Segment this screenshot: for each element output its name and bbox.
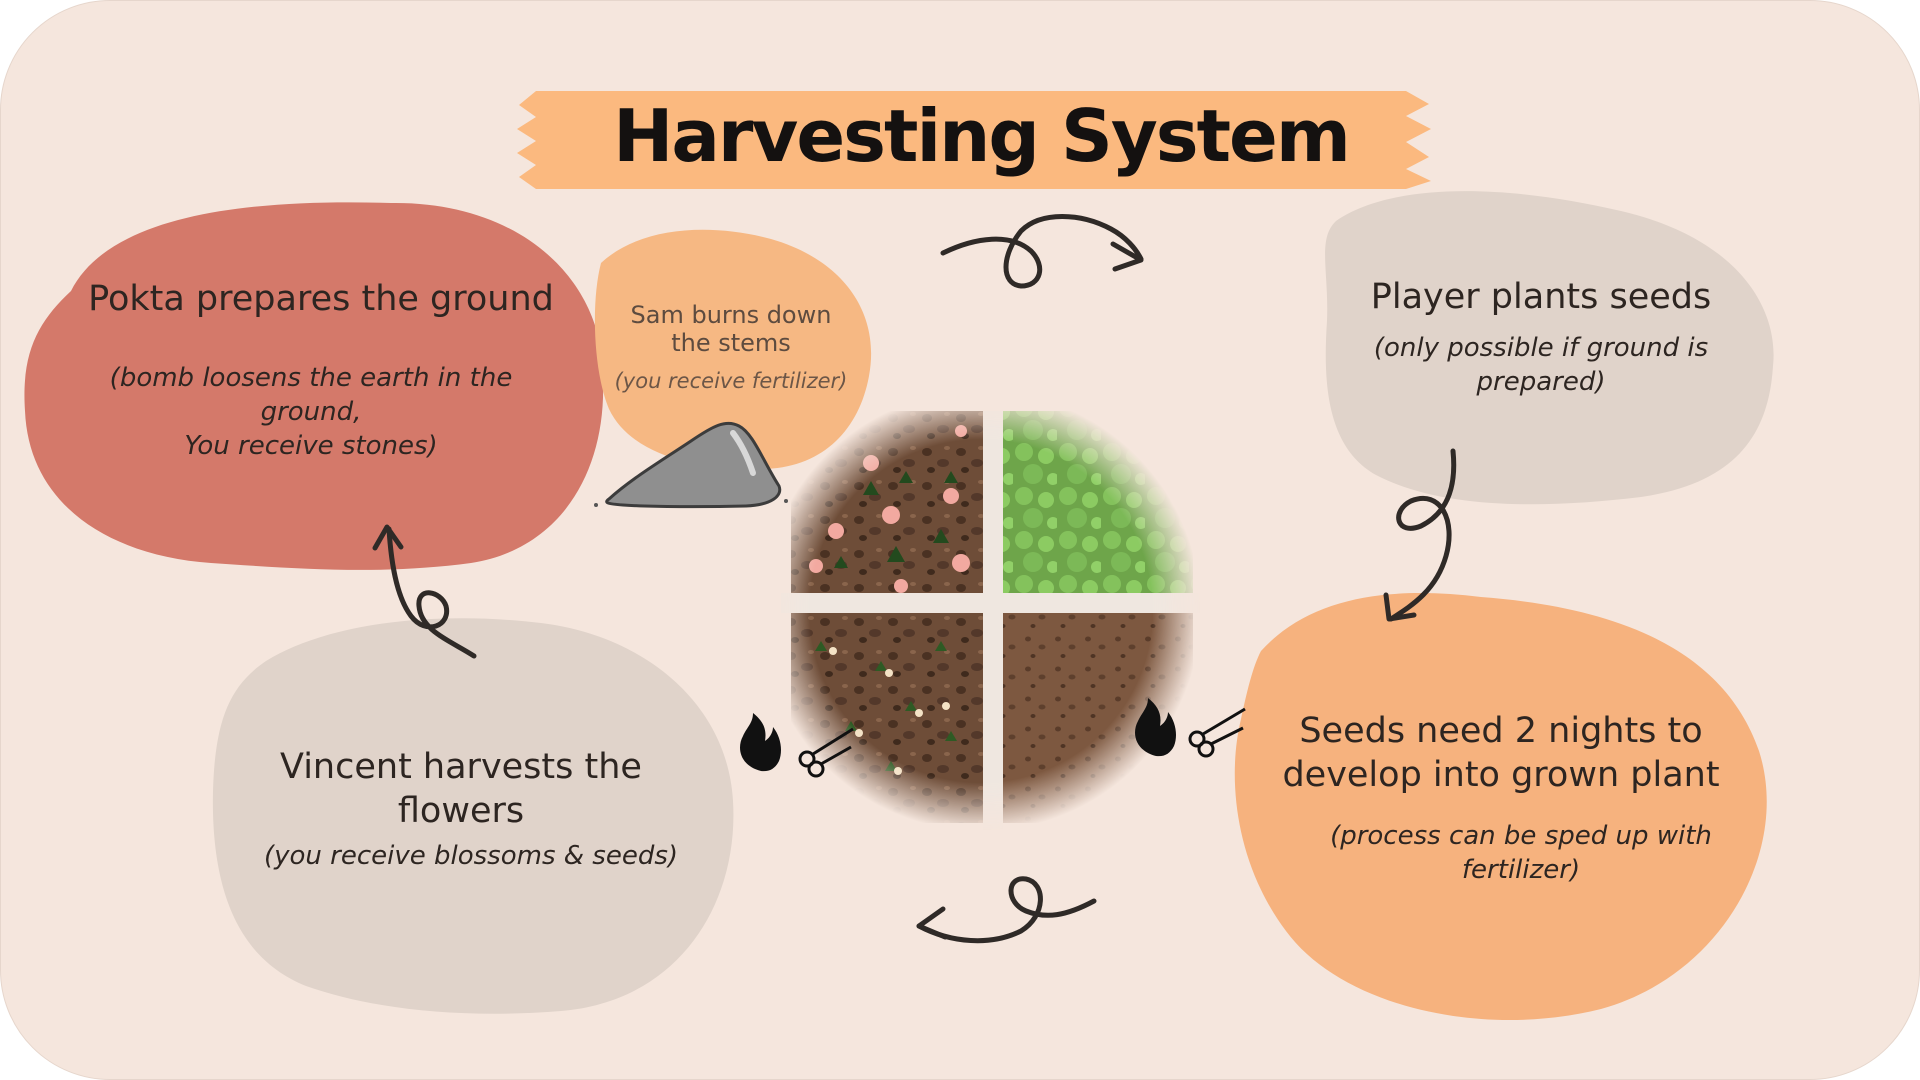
fire-icon-right (1135, 698, 1176, 757)
stone-pile-icon (594, 421, 788, 509)
prepare-note-line-2: ground, (260, 397, 362, 427)
prepare-heading: Pokta prepares the ground (88, 279, 554, 319)
prepare-note: (bomb loosens the earth in the ground, Y… (61, 361, 561, 463)
farm-plot-image (781, 411, 1201, 831)
curly-arrow-icon-top (940, 214, 1144, 289)
title-banner (517, 91, 1431, 189)
burn-note: (you receive fertilizer) (614, 369, 848, 393)
curly-arrow-icon-right (1383, 448, 1457, 622)
prepare-note-line-3: You receive stones) (184, 431, 438, 461)
prepare-blob (24, 202, 604, 570)
grow-blob (1234, 593, 1767, 1021)
grow-note-line-2: fertilizer) (1461, 855, 1581, 885)
grow-heading: Seeds need 2 nights to develop into grow… (1241, 709, 1761, 797)
plant-blob (1325, 191, 1774, 505)
grow-heading-line-1: Seeds need 2 nights to (1299, 711, 1703, 751)
curly-arrow-icon-left (372, 524, 477, 659)
page-title: Harvesting System (613, 94, 1351, 178)
burn-blob (594, 229, 872, 470)
harvest-blob (212, 618, 734, 1014)
harvest-note: (you receive blossoms & seeds) (263, 841, 679, 871)
grow-heading-line-2: develop into grown plant (1282, 755, 1720, 795)
fire-icon-left (740, 713, 781, 772)
harvest-heading-line-1: Vincent harvests the (280, 747, 642, 787)
curly-arrow-icon-bottom (916, 876, 1097, 944)
harvest-heading: Vincent harvests the flowers (241, 745, 681, 833)
plant-note-line-2: prepared) (1476, 367, 1606, 397)
scissors-icon-right (1188, 707, 1246, 758)
scissors-icon-left (798, 727, 854, 778)
prepare-note-line-1: (bomb loosens the earth in the (109, 363, 513, 393)
plant-note-line-1: (only possible if ground is (1373, 333, 1709, 363)
grow-note-line-1: (process can be sped up with (1330, 821, 1712, 851)
grow-note: (process can be sped up with fertilizer) (1281, 819, 1761, 887)
harvest-heading-line-2: flowers (397, 791, 525, 831)
plant-heading: Player plants seeds (1370, 277, 1712, 317)
burn-heading: Sam burns down the stems (601, 301, 861, 357)
plant-note: (only possible if ground is prepared) (1331, 331, 1751, 399)
burn-heading-line-1: Sam burns down (630, 301, 832, 329)
burn-heading-line-2: the stems (671, 329, 791, 357)
